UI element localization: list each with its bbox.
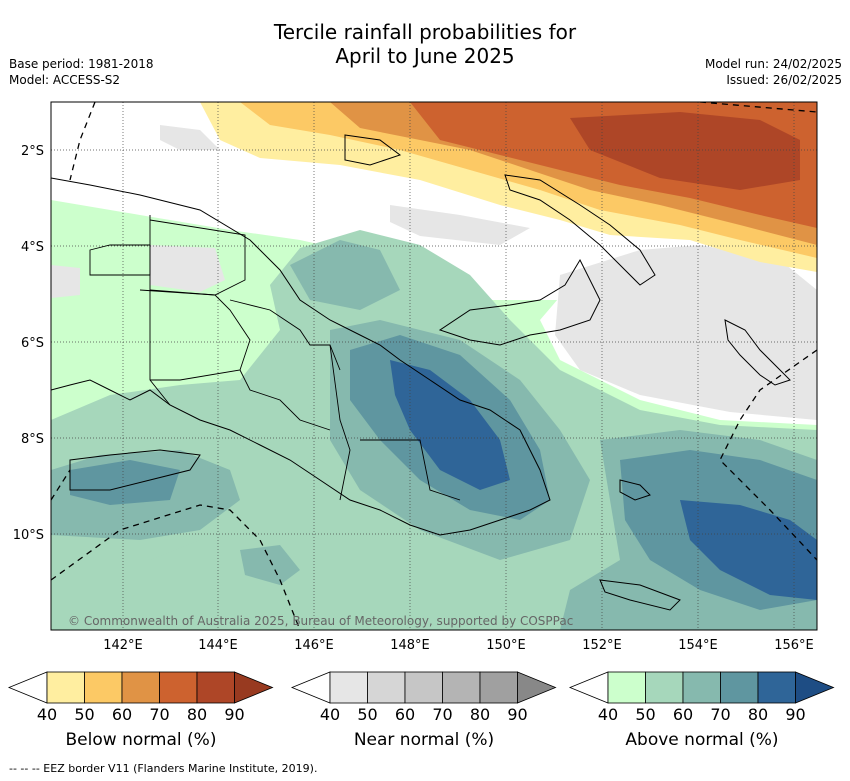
copyright-text: © Commonwealth of Australia 2025, Bureau…	[68, 614, 573, 628]
colorbar-tick-label: 70	[432, 705, 453, 724]
near-normal-east	[555, 245, 817, 420]
lat-label: 8°S	[21, 432, 44, 447]
lon-label: 142°E	[103, 638, 143, 653]
eez-footnote: -- -- -- EEZ border V11 (Flanders Marine…	[9, 762, 318, 775]
colorbar-above-swatch	[720, 671, 759, 704]
colorbar-near-max-arrow	[517, 671, 557, 704]
colorbar-below-swatch	[196, 671, 235, 704]
lat-label: 2°S	[21, 144, 44, 159]
colorbar-near-swatch	[479, 671, 518, 704]
near-normal-west	[150, 245, 225, 292]
model-name: Model: ACCESS-S2	[9, 73, 121, 87]
base-period: Base period: 1981-2018	[9, 57, 154, 71]
colorbar-above-swatch	[757, 671, 796, 704]
near-normal-north	[390, 205, 530, 245]
issued-date: Issued: 26/02/2025	[726, 73, 842, 87]
title-line-1: Tercile rainfall probabilities for	[273, 20, 577, 44]
lat-label: 6°S	[21, 336, 44, 351]
colorbar-tick-label: 80	[469, 705, 491, 724]
colorbar-below-max-arrow	[234, 671, 274, 704]
colorbar-above-swatch	[645, 671, 684, 704]
colorbar-tick-label: 80	[747, 705, 769, 724]
colorbar-near-swatch	[329, 671, 368, 704]
above-60-north	[290, 240, 400, 310]
map-frame	[50, 101, 818, 631]
below-80-core	[570, 112, 800, 190]
colorbar-tick-label: 80	[186, 705, 208, 724]
map-plot-area	[51, 102, 817, 630]
colorbar-tick-label: 60	[394, 705, 416, 724]
colorbar-near-swatch	[404, 671, 443, 704]
colorbar-below-swatch	[159, 671, 198, 704]
colorbar-label-near: Near normal (%)	[353, 730, 495, 750]
colorbar-above-swatch	[607, 671, 646, 704]
lon-label: 154°E	[678, 638, 718, 653]
above-70-west	[70, 460, 180, 505]
colorbar-tick-label: 50	[357, 705, 378, 724]
colorbar-tick-label: 90	[507, 705, 528, 724]
colorbar-legends	[7, 671, 835, 704]
colorbar-above-max-arrow	[795, 671, 835, 704]
colorbar-tick-label: 90	[785, 705, 806, 724]
colorbar-below-swatch	[84, 671, 123, 704]
colorbar-tick-label: 50	[74, 705, 95, 724]
colorbar-below-swatch	[46, 671, 85, 704]
eez-borders	[51, 102, 817, 630]
colorbar-tick-label: 40	[36, 705, 58, 724]
graticule	[51, 102, 817, 630]
title-line-2: April to June 2025	[335, 44, 515, 68]
lon-label: 152°E	[582, 638, 622, 653]
colorbar-tick-label: 60	[672, 705, 694, 724]
latitude-labels: 2°S 4°S 6°S 8°S 10°S	[13, 144, 44, 543]
colorbar-tick-label: 90	[224, 705, 245, 724]
lon-label: 150°E	[486, 638, 526, 653]
lat-label: 4°S	[21, 240, 44, 255]
map-title: Tercile rainfall probabilities for April…	[0, 20, 850, 68]
meta-left: Base period: 1981-2018 Model: ACCESS-S2	[9, 56, 154, 88]
colorbar-above-min-arrow	[568, 671, 609, 704]
lon-label: 144°E	[198, 638, 238, 653]
above-80-central	[390, 360, 510, 490]
colorbar-tick-label: 60	[111, 705, 133, 724]
colorbar-tick-label: 50	[635, 705, 656, 724]
above-80-east	[680, 500, 817, 600]
colorbar-label-above: Above normal (%)	[625, 730, 779, 750]
lon-label: 146°E	[294, 638, 334, 653]
lon-label: 156°E	[774, 638, 814, 653]
colorbar-above-swatch	[682, 671, 721, 704]
colorbar-near-swatch	[442, 671, 481, 704]
above-60-small	[240, 545, 300, 585]
lon-label: 148°E	[390, 638, 430, 653]
model-run: Model run: 24/02/2025	[704, 57, 842, 71]
colorbar-below-swatch	[121, 671, 160, 704]
colorbar-label-below: Below normal (%)	[65, 730, 217, 750]
near-normal-edge	[51, 265, 80, 298]
lat-label: 10°S	[13, 528, 44, 543]
meta-right: Model run: 24/02/2025 Issued: 26/02/2025	[705, 56, 842, 88]
province-borders	[89, 215, 461, 501]
colorbar-tick-label: 40	[319, 705, 341, 724]
longitude-labels: 142°E 144°E 146°E 148°E 150°E 152°E 154°…	[103, 638, 814, 653]
colorbar-below-min-arrow	[7, 671, 48, 704]
colorbar-tick-label: 40	[597, 705, 619, 724]
coastlines	[51, 134, 791, 611]
colorbar-near-swatch	[367, 671, 406, 704]
near-normal-island	[160, 125, 220, 150]
colorbar-near-min-arrow	[290, 671, 331, 704]
colorbar-tick-label: 70	[710, 705, 731, 724]
colorbar-tick-label: 70	[149, 705, 170, 724]
